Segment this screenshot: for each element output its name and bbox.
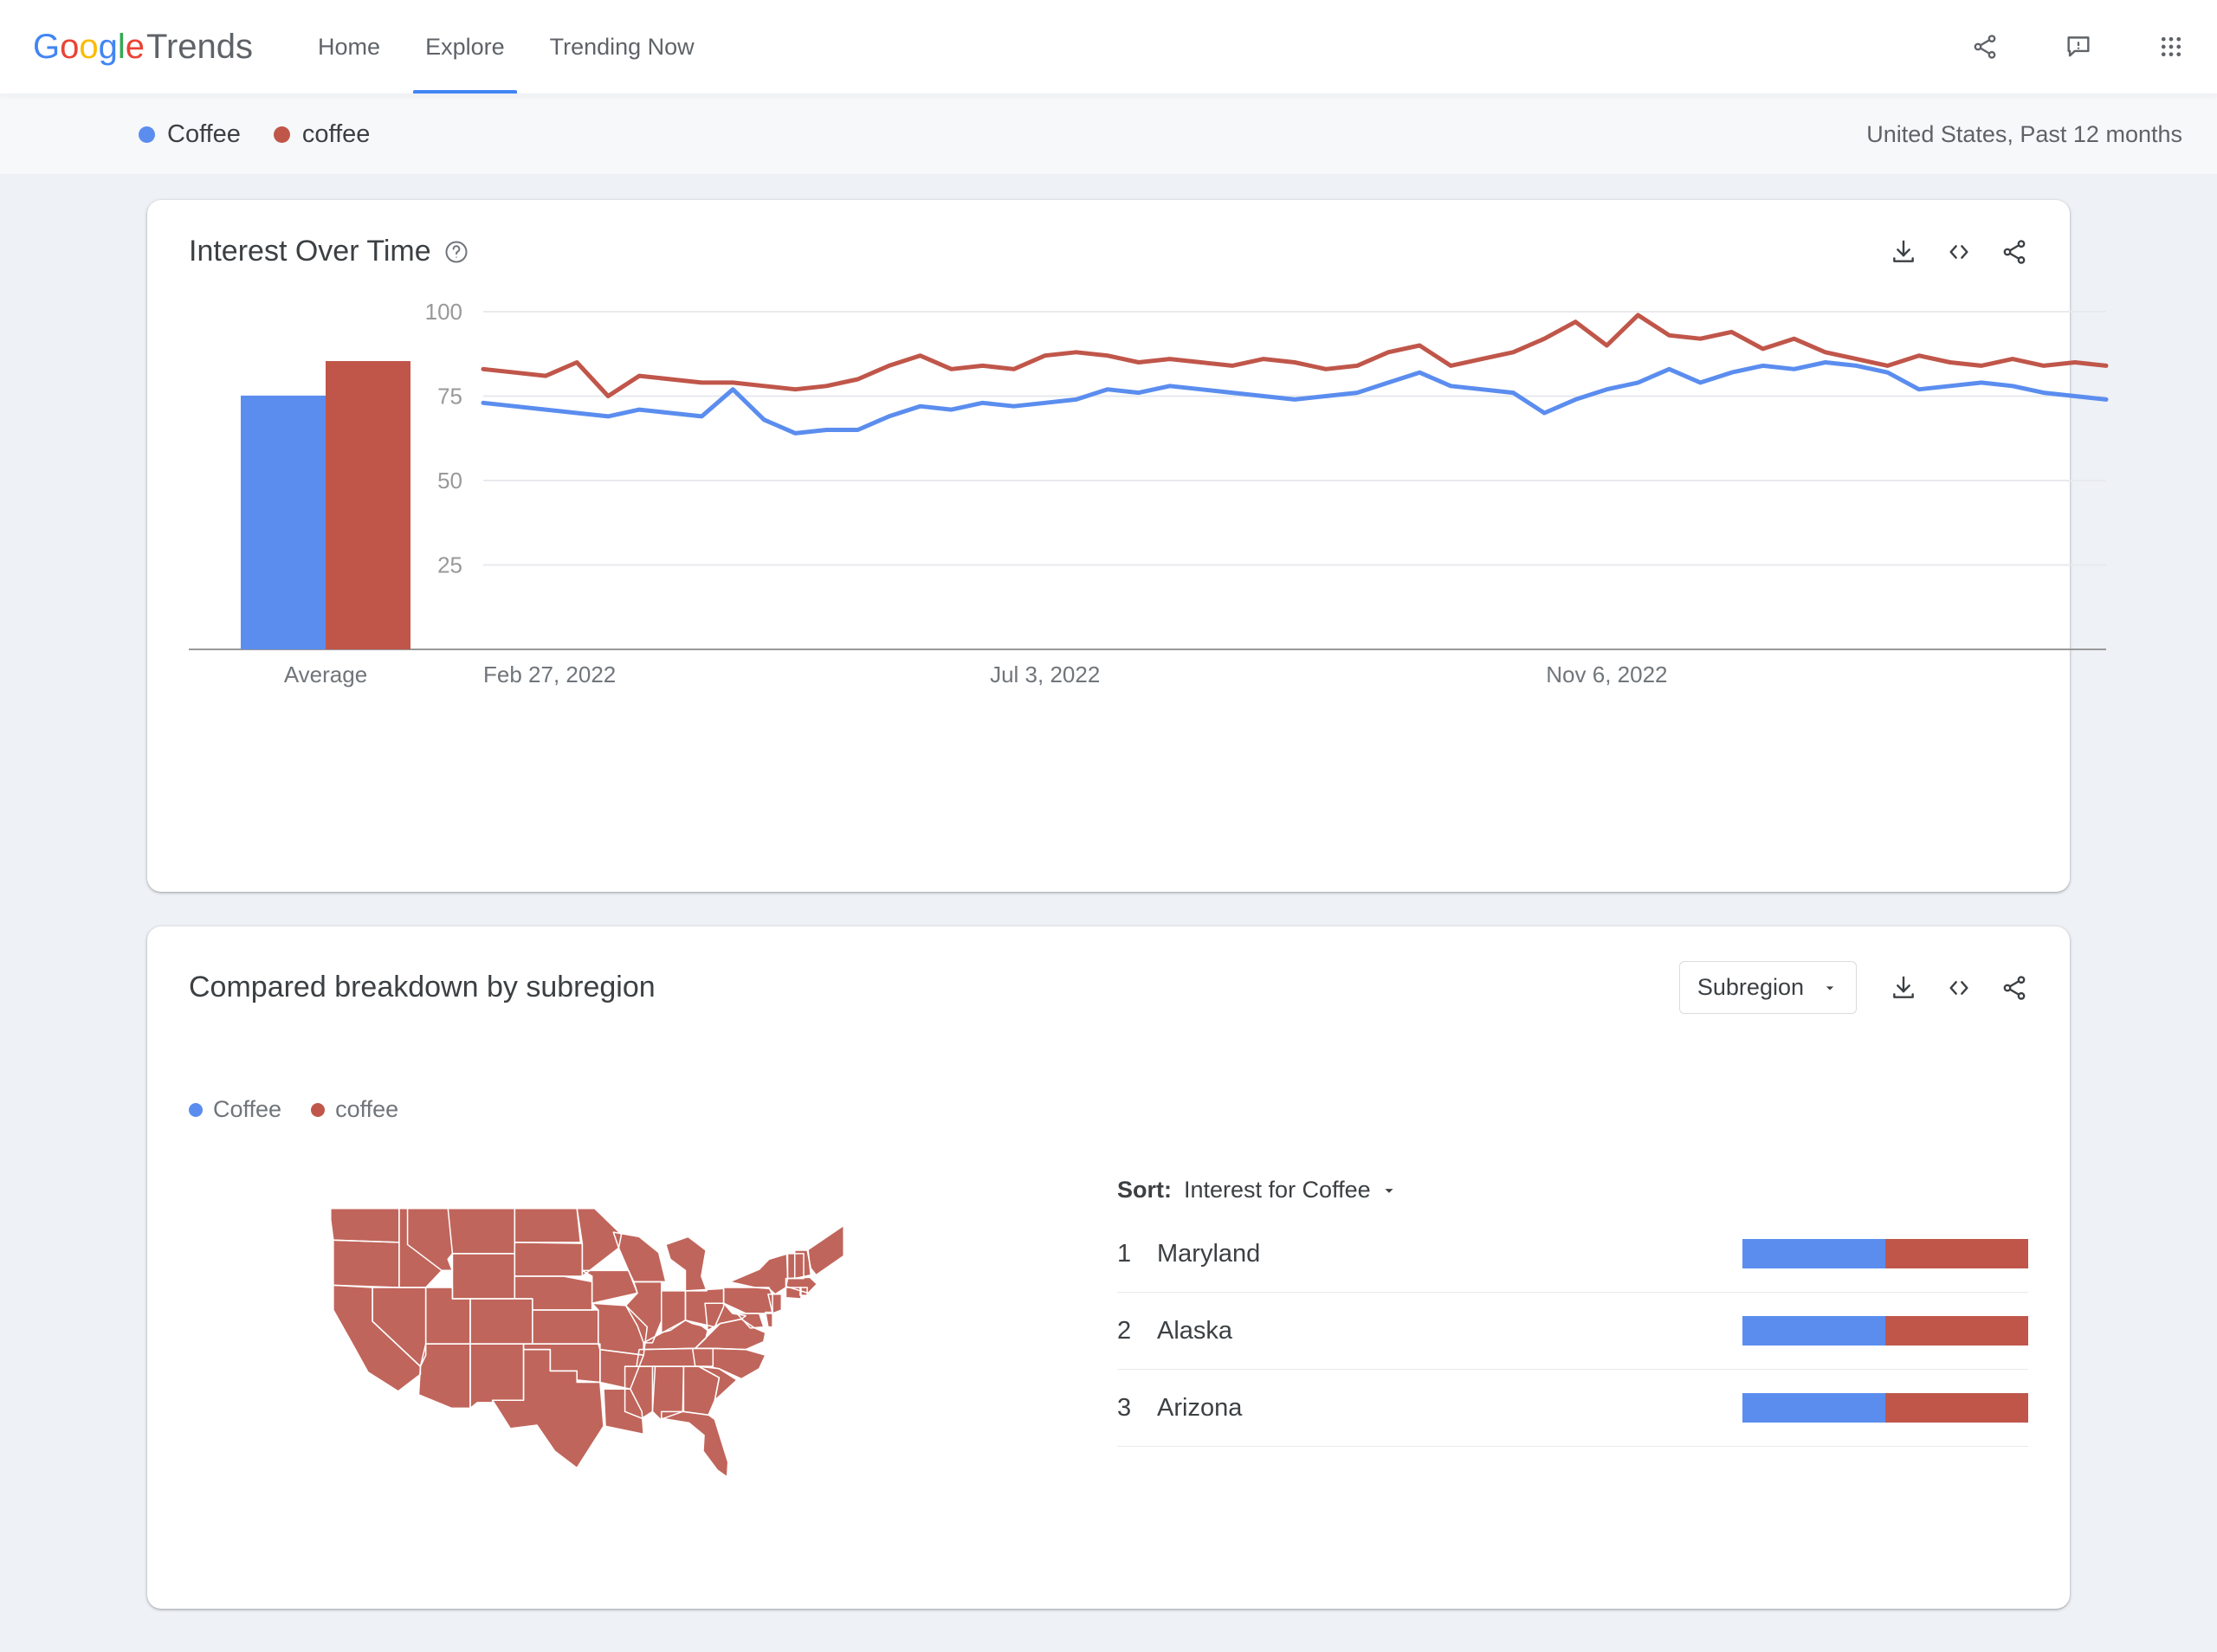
svg-text:75: 75	[437, 384, 462, 410]
svg-text:Nov 6, 2022: Nov 6, 2022	[1546, 661, 1667, 687]
svg-text:50: 50	[437, 468, 462, 494]
svg-text:Average: Average	[284, 661, 367, 687]
svg-text:100: 100	[425, 299, 462, 325]
svg-text:Jul 3, 2022: Jul 3, 2022	[990, 661, 1100, 687]
svg-text:25: 25	[437, 552, 462, 578]
svg-text:Feb 27, 2022: Feb 27, 2022	[483, 661, 616, 687]
